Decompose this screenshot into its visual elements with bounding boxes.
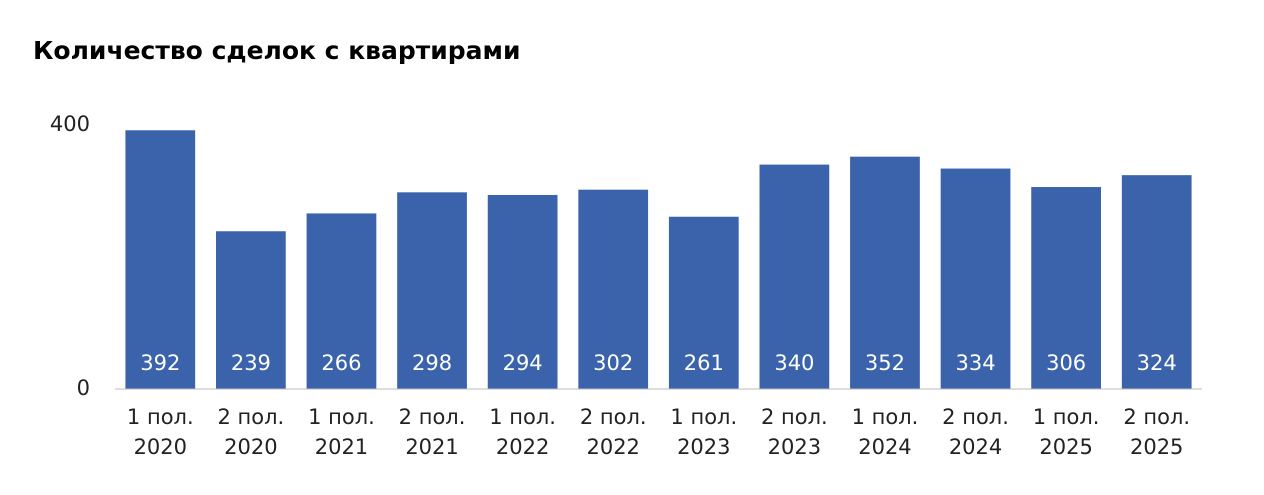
x-tick-label: 2021 — [315, 435, 368, 459]
value-label: 340 — [774, 351, 814, 375]
bar — [125, 130, 196, 389]
value-label: 324 — [1137, 351, 1177, 375]
x-tick-label: 2024 — [949, 435, 1002, 459]
bar — [306, 213, 377, 389]
x-tick-label: 1 пол. — [670, 405, 737, 429]
x-tick-label: 1 пол. — [308, 405, 375, 429]
x-tick-label: 2022 — [586, 435, 639, 459]
x-tick-label: 1 пол. — [127, 405, 194, 429]
value-label: 298 — [412, 351, 452, 375]
bar — [850, 156, 920, 389]
x-tick-label: 2 пол. — [1123, 405, 1190, 429]
x-tick-label: 2022 — [496, 435, 549, 459]
x-tick-label: 2 пол. — [218, 405, 285, 429]
x-tick-label: 1 пол. — [489, 405, 556, 429]
value-label: 302 — [593, 351, 633, 375]
chart-title: Количество сделок с квартирами — [33, 36, 521, 65]
bar — [668, 216, 739, 389]
x-tick-label: 2025 — [1130, 435, 1183, 459]
value-label: 261 — [684, 351, 724, 375]
x-tick-label: 1 пол. — [852, 405, 919, 429]
x-tick-label: 2023 — [677, 435, 730, 459]
bar — [940, 168, 1011, 389]
bar — [216, 231, 286, 389]
x-tick-label: 2 пол. — [942, 405, 1009, 429]
x-tick-label: 2 пол. — [399, 405, 466, 429]
value-label: 306 — [1046, 351, 1086, 375]
y-tick-label: 0 — [77, 376, 90, 400]
value-label: 266 — [321, 351, 361, 375]
bar — [397, 192, 467, 389]
bar — [578, 189, 649, 389]
bar — [1031, 187, 1101, 389]
x-tick-label: 2021 — [405, 435, 458, 459]
bar — [1121, 175, 1192, 389]
value-label: 392 — [140, 351, 180, 375]
x-tick-label: 2020 — [134, 435, 187, 459]
value-label: 334 — [955, 351, 995, 375]
x-tick-label: 2 пол. — [580, 405, 647, 429]
bar — [759, 164, 830, 389]
x-tick-label: 2023 — [768, 435, 821, 459]
value-label: 294 — [503, 351, 543, 375]
x-tick-label: 2025 — [1039, 435, 1092, 459]
x-tick-label: 2024 — [858, 435, 911, 459]
x-tick-label: 2020 — [224, 435, 277, 459]
y-tick-label: 400 — [50, 112, 90, 136]
bar — [487, 194, 558, 389]
value-label: 352 — [865, 351, 905, 375]
x-tick-label: 2 пол. — [761, 405, 828, 429]
x-tick-label: 1 пол. — [1033, 405, 1100, 429]
value-label: 239 — [231, 351, 271, 375]
